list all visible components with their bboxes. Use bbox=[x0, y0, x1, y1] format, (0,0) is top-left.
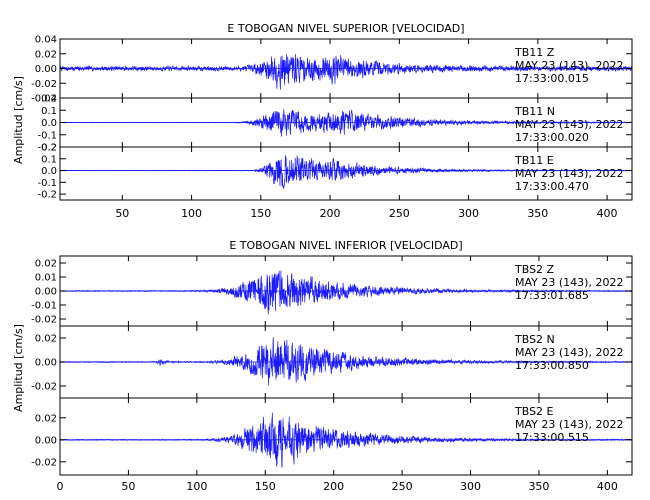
date-label: MAY 23 (143), 2022 bbox=[515, 59, 623, 72]
date-label: MAY 23 (143), 2022 bbox=[515, 276, 623, 289]
station-label: TB11 N bbox=[514, 105, 555, 118]
time-label: 17:33:00.515 bbox=[515, 431, 589, 444]
y-tick-label: -0.02 bbox=[31, 457, 57, 468]
time-label: 17:33:00.470 bbox=[515, 180, 589, 193]
x-tick-label: 150 bbox=[255, 480, 276, 493]
x-tick-label: 200 bbox=[323, 480, 344, 493]
x-tick-label: 150 bbox=[250, 207, 271, 220]
y-tick-label: 0.02 bbox=[35, 259, 57, 270]
figure-2: E TOBOGAN NIVEL INFERIOR [VELOCIDAD] Ampl… bbox=[12, 239, 633, 493]
station-label: TBS2 E bbox=[514, 405, 554, 418]
y-tick-label: 0.02 bbox=[35, 413, 57, 424]
y-tick-label: 0.1 bbox=[41, 154, 57, 165]
x-tick-label: 100 bbox=[186, 480, 207, 493]
date-label: MAY 23 (143), 2022 bbox=[515, 167, 623, 180]
x-tick-label: 250 bbox=[389, 207, 410, 220]
y-axis-label: Amplitud [cm/s] bbox=[12, 324, 25, 412]
time-label: 17:33:00.015 bbox=[515, 72, 589, 85]
y-tick-label: -0.02 bbox=[31, 315, 57, 326]
y-tick-label: -0.04 bbox=[31, 94, 57, 105]
x-tick-label: 100 bbox=[181, 207, 202, 220]
x-tick-label: 400 bbox=[597, 207, 618, 220]
y-tick-label: 0.00 bbox=[35, 64, 57, 75]
x-tick-label: 50 bbox=[115, 207, 129, 220]
y-tick-label: -0.1 bbox=[37, 130, 57, 141]
x-tick-label: 400 bbox=[597, 480, 618, 493]
station-label: TB11 E bbox=[514, 154, 554, 167]
y-tick-label: -0.02 bbox=[31, 382, 57, 393]
station-label: TB11 Z bbox=[514, 46, 555, 59]
x-tick-label: 300 bbox=[458, 207, 479, 220]
date-label: MAY 23 (143), 2022 bbox=[515, 118, 623, 131]
y-tick-label: -0.02 bbox=[31, 79, 57, 90]
y-tick-label: 0.0 bbox=[41, 166, 57, 177]
figure-1: E TOBOGAN NIVEL SUPERIOR [VELOCIDAD] Ampl… bbox=[12, 22, 633, 220]
time-label: 17:33:01.685 bbox=[515, 289, 589, 302]
y-tick-label: 0.2 bbox=[41, 143, 57, 154]
y-tick-label: 0.00 bbox=[35, 435, 57, 446]
y-tick-label: 0.2 bbox=[41, 94, 57, 105]
x-tick-label: 200 bbox=[320, 207, 341, 220]
date-label: MAY 23 (143), 2022 bbox=[515, 418, 623, 431]
date-label: MAY 23 (143), 2022 bbox=[515, 346, 623, 359]
x-tick-label: 50 bbox=[121, 480, 135, 493]
y-tick-label: 0.02 bbox=[35, 334, 57, 345]
y-tick-label: 0.0 bbox=[41, 118, 57, 129]
y-tick-label: -0.1 bbox=[37, 178, 57, 189]
station-label: TBS2 N bbox=[514, 333, 555, 346]
figure-title: E TOBOGAN NIVEL SUPERIOR [VELOCIDAD] bbox=[227, 22, 464, 35]
x-tick-label: 250 bbox=[392, 480, 413, 493]
y-tick-label: 0.00 bbox=[35, 358, 57, 369]
y-tick-label: 0.1 bbox=[41, 106, 57, 117]
y-tick-label: -0.2 bbox=[37, 143, 57, 154]
time-label: 17:33:00.850 bbox=[515, 359, 589, 372]
figure-title: E TOBOGAN NIVEL INFERIOR [VELOCIDAD] bbox=[229, 239, 462, 252]
time-label: 17:33:00.020 bbox=[515, 131, 589, 144]
panel-frame bbox=[59, 397, 633, 476]
y-tick-label: -0.2 bbox=[37, 190, 57, 201]
x-tick-label: 350 bbox=[528, 480, 549, 493]
y-axis-label: Amplitud [cm/s] bbox=[12, 76, 25, 164]
y-tick-label: 0.00 bbox=[35, 287, 57, 298]
panel-frame bbox=[59, 146, 633, 201]
y-tick-label: 0.04 bbox=[35, 35, 57, 46]
x-tick-label: 0 bbox=[57, 480, 64, 493]
x-tick-label: 300 bbox=[460, 480, 481, 493]
station-label: TBS2 Z bbox=[514, 263, 555, 276]
y-tick-label: -0.01 bbox=[31, 301, 57, 312]
y-tick-label: 0.02 bbox=[35, 49, 57, 60]
x-tick-label: 350 bbox=[527, 207, 548, 220]
y-tick-label: 0.01 bbox=[35, 273, 57, 284]
